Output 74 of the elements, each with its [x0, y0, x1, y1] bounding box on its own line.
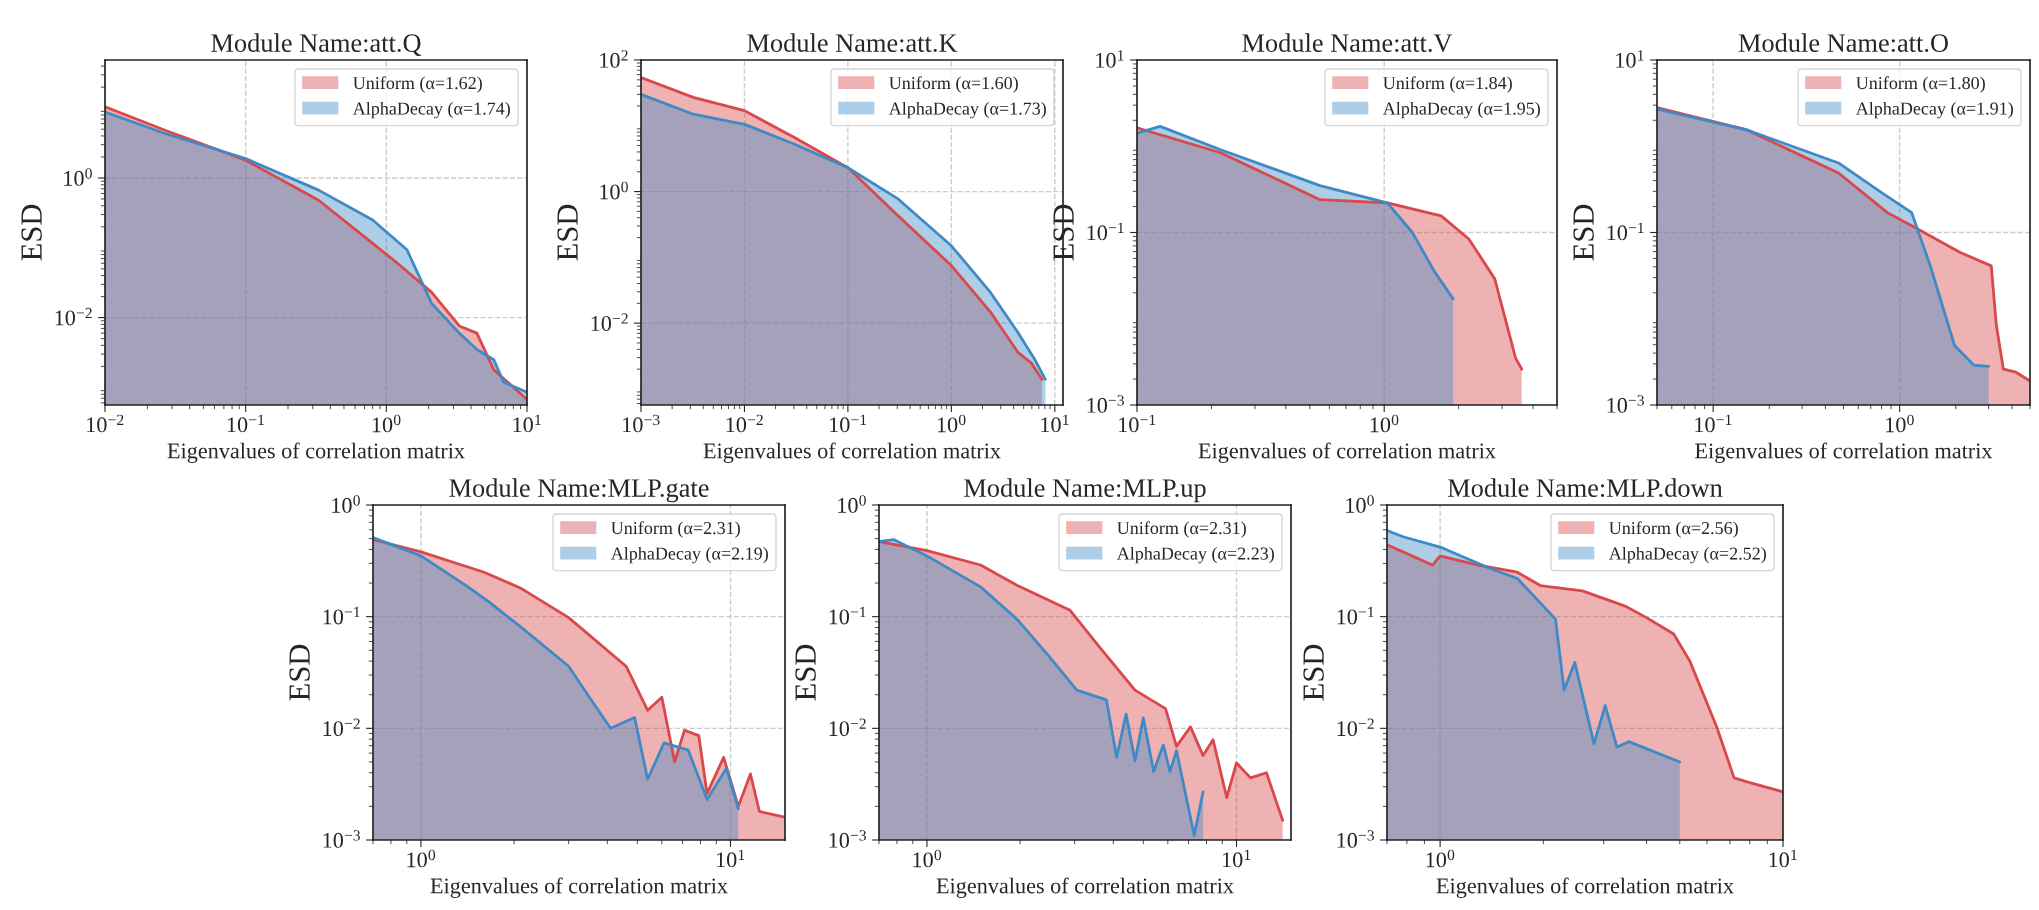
x-axis-title: Eigenvalues of correlation matrix: [430, 877, 728, 898]
y-axis-title: ESD: [1053, 204, 1074, 261]
y-axis-title: ESD: [1573, 204, 1594, 261]
x-axis-title: Eigenvalues of correlation matrix: [1695, 442, 1993, 463]
y-tick-label: 10$^{0}$: [1346, 495, 1374, 513]
y-tick-label: 10$^{−1}$: [1337, 606, 1374, 625]
y-tick-label: 10$^{1}$: [1616, 50, 1644, 68]
legend-label: Uniform (α=2.31): [611, 521, 740, 538]
chart-title: Module Name:MLP.down: [1447, 478, 1723, 498]
chart-title: Module Name:att.K: [747, 33, 958, 53]
chart-title: Module Name:MLP.up: [964, 478, 1206, 503]
legend-label: Uniform (α=1.62): [353, 76, 482, 93]
legend-label: Uniform (α=2.31): [1117, 521, 1246, 538]
x-tick-label: 10$^{0}$: [937, 414, 966, 433]
x-tick-label: 10$^{−2}$: [726, 414, 763, 433]
y-axis-title: ESD: [795, 644, 816, 701]
y-axis-title: ESD: [289, 644, 310, 701]
legend-label: AlphaDecay (α=2.19): [610, 546, 768, 564]
x-axis-title: Eigenvalues of correlation matrix: [936, 877, 1234, 898]
y-tick-label: 10$^{−3}$: [323, 830, 360, 848]
y-axis-title: ESD: [557, 204, 578, 261]
x-axis-title: Eigenvalues of correlation matrix: [1436, 877, 1734, 898]
legend-label: AlphaDecay (α=1.95): [1382, 101, 1540, 119]
y-tick-label: 10$^{−1}$: [323, 606, 360, 625]
legend-label: Uniform (α=1.84): [1383, 76, 1512, 93]
x-axis-title: Eigenvalues of correlation matrix: [1198, 442, 1496, 463]
y-tick-label: 10$^{−2}$: [323, 718, 360, 737]
chart-title: Module Name:att.V: [1242, 33, 1453, 53]
legend-label: AlphaDecay (α=1.73): [888, 101, 1046, 119]
legend-label: Uniform (α=1.80): [1856, 76, 1985, 93]
legend-label: Uniform (α=2.56): [1609, 521, 1738, 538]
legend-label: Uniform (α=1.60): [889, 76, 1018, 93]
y-tick-label: 10$^{0}$: [332, 495, 360, 513]
x-tick-label: 10$^{1}$: [717, 849, 745, 868]
x-tick-label: 10$^{1}$: [513, 414, 541, 433]
y-tick-label: 10$^{−2}$: [591, 313, 628, 331]
x-tick-label: 10$^{−1}$: [1119, 414, 1156, 433]
chart-title: Module Name:att.Q: [211, 33, 422, 56]
y-axis-title: ESD: [21, 204, 42, 261]
y-tick-label: 10$^{0}$: [600, 181, 628, 200]
x-tick-label: 10$^{0}$: [407, 849, 436, 868]
x-tick-label: 10$^{1}$: [1769, 849, 1797, 868]
x-axis-title: Eigenvalues of correlation matrix: [703, 442, 1001, 463]
y-tick-label: 10$^{2}$: [600, 50, 628, 68]
y-tick-label: 10$^{−1}$: [829, 606, 866, 625]
y-tick-label: 10$^{−1}$: [1087, 222, 1124, 241]
y-tick-label: 10$^{−3}$: [1087, 395, 1124, 413]
y-tick-label: 10$^{−3}$: [829, 830, 866, 848]
x-tick-label: 10$^{0}$: [1370, 414, 1399, 433]
y-tick-label: 10$^{−3}$: [1607, 395, 1644, 413]
x-tick-label: 10$^{1}$: [1223, 849, 1251, 868]
chart-title: Module Name:MLP.gate: [449, 478, 709, 503]
y-axis-title: ESD: [1303, 644, 1324, 701]
legend-label: AlphaDecay (α=1.91): [1855, 101, 2013, 119]
y-tick-label: 10$^{−1}$: [1607, 222, 1644, 241]
x-tick-label: 10$^{−3}$: [623, 414, 660, 433]
y-tick-label: 10$^{−2}$: [1337, 718, 1374, 737]
x-tick-label: 10$^{0}$: [913, 849, 942, 868]
y-tick-label: 10$^{1}$: [1096, 50, 1124, 68]
x-tick-label: 10$^{0}$: [372, 414, 401, 433]
x-axis-title: Eigenvalues of correlation matrix: [167, 442, 465, 463]
y-tick-label: 10$^{0}$: [838, 495, 866, 513]
x-tick-label: 10$^{0}$: [1426, 849, 1455, 868]
y-tick-label: 10$^{−2}$: [829, 718, 866, 737]
legend-label: AlphaDecay (α=2.52): [1608, 546, 1766, 564]
x-tick-label: 10$^{0}$: [1886, 414, 1914, 433]
legend-label: AlphaDecay (α=2.23): [1116, 546, 1274, 564]
x-tick-label: 10$^{−2}$: [87, 414, 124, 433]
chart-title: Module Name:att.O: [1738, 33, 1948, 53]
x-tick-label: 10$^{−1}$: [227, 414, 264, 433]
x-tick-label: 10$^{1}$: [1041, 414, 1069, 433]
y-tick-label: 10$^{−3}$: [1337, 830, 1374, 848]
legend-label: AlphaDecay (α=1.74): [352, 101, 510, 119]
x-tick-label: 10$^{−1}$: [1695, 414, 1732, 433]
